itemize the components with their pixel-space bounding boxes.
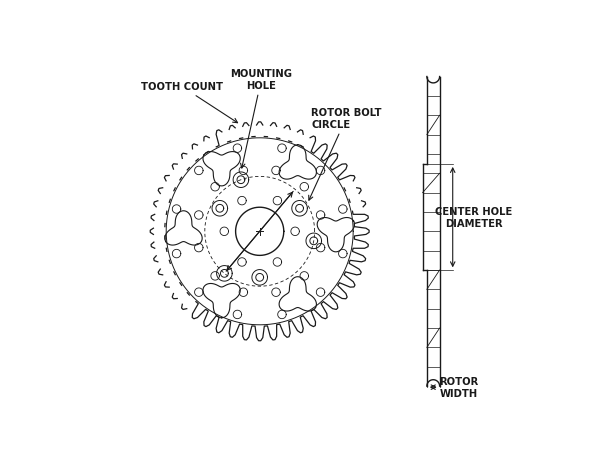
- Text: CENTER HOLE
DIAMETER: CENTER HOLE DIAMETER: [436, 207, 512, 229]
- Text: ROTOR
WIDTH: ROTOR WIDTH: [439, 376, 478, 398]
- Text: ROTOR BOLT
CIRCLE: ROTOR BOLT CIRCLE: [309, 108, 382, 201]
- Text: MOUNTING
HOLE: MOUNTING HOLE: [230, 69, 292, 168]
- Text: TOOTH COUNT: TOOTH COUNT: [141, 82, 238, 123]
